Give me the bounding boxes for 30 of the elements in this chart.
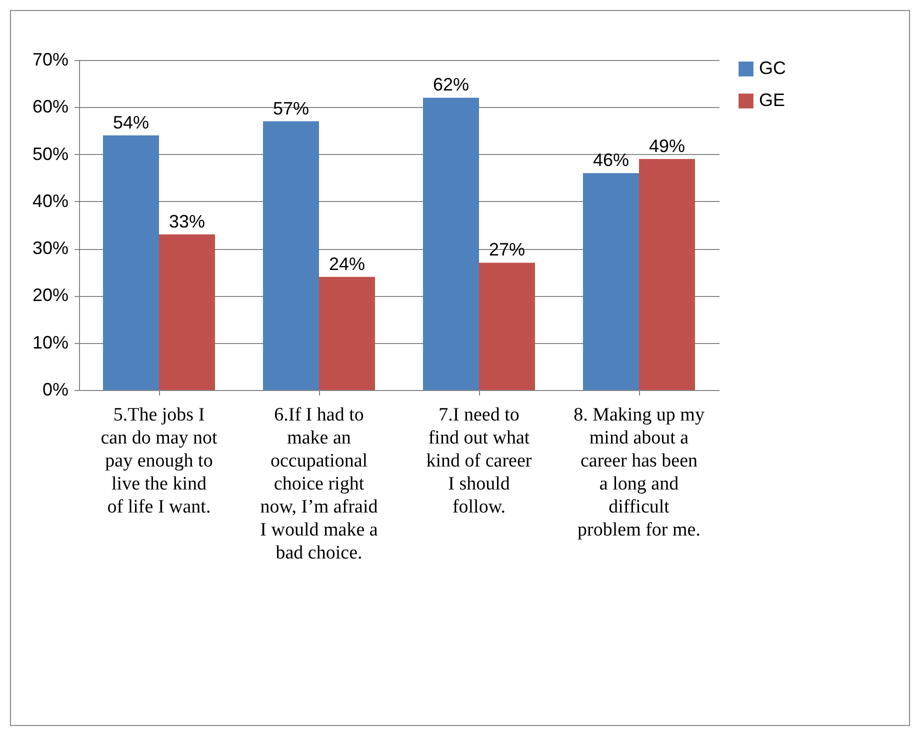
bar: [583, 173, 639, 390]
y-tick-label: 40%: [32, 190, 68, 211]
bar: [159, 234, 215, 390]
y-tick-label: 50%: [32, 144, 68, 164]
bar: [639, 159, 695, 390]
x-tick-label: 7.I need to find out what kind of career I should follow.: [426, 404, 532, 518]
y-tick-label: 0%: [42, 380, 68, 400]
data-label: 62%: [432, 74, 470, 95]
data-label: 54%: [112, 112, 150, 132]
data-label: 27%: [488, 240, 526, 260]
data-label: 24%: [328, 254, 366, 274]
x-tick-label: 5.The jobs I can do may not pay enough to live the kind of life I want.: [100, 404, 218, 518]
bar: [319, 276, 375, 390]
y-tick-label: 60%: [32, 96, 68, 117]
bar: [103, 135, 159, 390]
x-tick-label: 6.If I had to make an occupational choice right now, I’m afraid I would make a bad choice.: [260, 404, 378, 564]
y-tick-label: 20%: [32, 285, 68, 306]
legend-label: GC: [759, 58, 786, 78]
y-tick-label: 30%: [32, 238, 68, 258]
data-label: 49%: [648, 136, 686, 156]
x-tick-label: 8. Making up my mind about a career has been a long and difficult problem for me.: [574, 404, 705, 540]
y-tick-label: 70%: [32, 50, 68, 70]
bar: [263, 121, 319, 390]
data-label: 57%: [272, 98, 310, 118]
bar: [423, 98, 479, 390]
legend-label: GE: [759, 90, 786, 110]
bar: [479, 262, 535, 390]
data-label: 33%: [168, 211, 206, 232]
data-label: 46%: [592, 150, 630, 170]
y-tick-label: 10%: [32, 332, 68, 352]
